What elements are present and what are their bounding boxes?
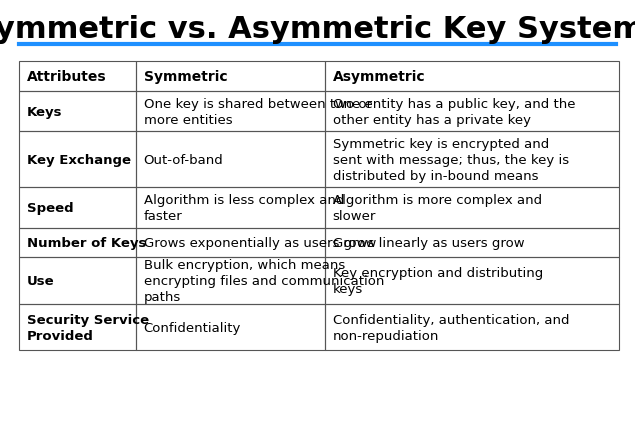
Text: One key is shared between two or
more entities: One key is shared between two or more en… [144, 98, 371, 126]
Text: Symmetric key is encrypted and
sent with message; thus, the key is
distributed b: Symmetric key is encrypted and sent with… [333, 138, 569, 182]
Text: Bulk encryption, which means
encrypting files and communication
paths: Bulk encryption, which means encrypting … [144, 259, 384, 304]
Text: Asymmetric: Asymmetric [333, 70, 425, 84]
Text: Key Exchange: Key Exchange [27, 154, 131, 166]
Text: Algorithm is less complex and
faster: Algorithm is less complex and faster [144, 194, 344, 223]
Text: Confidentiality, authentication, and
non-repudiation: Confidentiality, authentication, and non… [333, 313, 569, 342]
Text: Attributes: Attributes [27, 70, 106, 84]
Text: Symmetric: Symmetric [144, 70, 227, 84]
Text: Speed: Speed [27, 202, 73, 215]
Text: Keys: Keys [27, 105, 62, 119]
Text: Symmetric vs. Asymmetric Key Systems: Symmetric vs. Asymmetric Key Systems [0, 15, 635, 44]
Text: Grows linearly as users grow: Grows linearly as users grow [333, 237, 525, 249]
Text: One entity has a public key, and the
other entity has a private key: One entity has a public key, and the oth… [333, 98, 575, 126]
Text: Grows exponentially as users grow: Grows exponentially as users grow [144, 237, 376, 249]
Text: Confidentiality: Confidentiality [144, 321, 241, 334]
Text: Key encryption and distributing
keys: Key encryption and distributing keys [333, 267, 543, 296]
Text: Use: Use [27, 275, 55, 288]
Text: Out-of-band: Out-of-band [144, 154, 224, 166]
Text: Security Service
Provided: Security Service Provided [27, 313, 149, 342]
Text: Algorithm is more complex and
slower: Algorithm is more complex and slower [333, 194, 542, 223]
Text: Number of Keys: Number of Keys [27, 237, 146, 249]
